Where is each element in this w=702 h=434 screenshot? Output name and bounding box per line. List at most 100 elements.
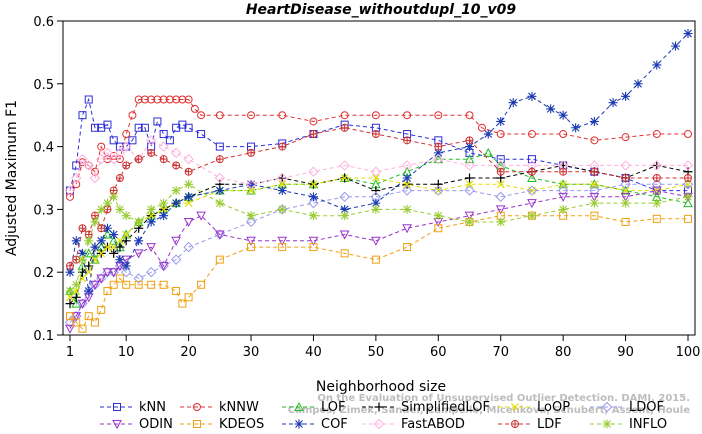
point-knnw [184,95,193,104]
point-knnw [128,111,137,120]
point-knnw [190,104,199,113]
x-tick-label: 50 [368,345,385,360]
y-tick-label: 0.2 [33,266,54,281]
legend-item-ldf: LDF [498,417,562,432]
point-ldof [464,185,475,196]
point-loop [159,205,168,214]
point-loop [371,174,380,182]
point-cof [277,186,287,196]
point-ldf [309,130,318,139]
point-inflo [90,217,100,227]
legend: kNN kNNW LOF SimplifiedLOF LoOP LDOF ODIN KDEOS… [100,400,667,432]
point-simplifiedlof [465,173,475,183]
point-knnw [371,111,380,120]
point-kdeos [403,243,412,252]
point-loop [340,174,349,182]
plot-area [64,29,694,334]
point-knnw [122,130,131,139]
point-odin [71,312,82,322]
point-knnw [403,111,412,120]
point-inflo [340,211,350,221]
point-cof [96,236,106,246]
point-cof [171,198,181,208]
point-knn [527,155,536,164]
point-odin [589,192,600,202]
point-knnw [197,111,206,120]
point-knnw [97,142,106,151]
point-odin [527,199,537,209]
point-kdeos [684,214,692,223]
point-fastabod [96,153,107,165]
point-cof [546,104,556,114]
point-lof [527,172,537,182]
point-kdeos [278,243,287,252]
point-inflo [121,211,131,221]
point-odin [620,192,631,202]
legend-label: kNNW [219,400,259,415]
point-ldof [401,185,413,196]
point-kdeos [97,305,106,314]
point-simplifiedlof [115,242,125,252]
point-cof [159,211,169,221]
point-knnw [159,95,168,104]
point-knnw [153,95,162,104]
point-kdeos [247,243,256,252]
x-tick-label: 100 [676,345,701,360]
point-loop [309,180,318,189]
point-knn [134,123,143,132]
y-tick-label: 0.4 [33,141,54,156]
point-fastabod [108,153,119,165]
point-inflo [115,204,125,214]
point-knnw [115,155,124,164]
point-knn [197,130,206,139]
legend-label: LDF [537,417,562,432]
point-fastabod [114,147,126,159]
point-knn [84,95,93,104]
point-odin [246,236,256,246]
point-cof [90,242,100,252]
point-cof [683,29,693,39]
point-odin [108,268,119,278]
point-cof [621,91,631,101]
point-cof [371,198,381,208]
point-ldf [590,167,599,176]
point-odin [558,192,568,202]
point-cof [215,186,225,196]
point-kdeos [652,214,661,223]
legend-label: COF [321,417,348,432]
point-ldof [526,185,538,196]
point-lof [464,154,475,164]
point-ldof [170,254,182,265]
point-ldof [433,185,444,196]
point-ldf [172,161,181,170]
point-inflo [277,204,287,214]
point-cof [589,116,599,126]
point-fastabod [339,160,350,171]
point-knn [159,130,168,139]
point-ldf [684,174,693,182]
point-cof [102,223,112,233]
x-tick-label: 10 [118,345,135,360]
point-ldof [589,185,600,196]
point-ldof [339,191,350,203]
point-ldf [527,167,536,176]
point-knnw [478,123,486,132]
point-ldof [308,197,319,209]
y-tick-label: 0.5 [33,78,54,93]
point-lof [483,147,494,157]
point-odin [371,236,381,246]
point-odin [183,217,194,228]
point-fastabod [464,160,475,171]
point-simplifiedlof [121,236,131,246]
legend-marker [113,403,121,411]
point-kdeos [78,324,87,333]
point-loop [97,249,106,258]
point-ldf [340,123,349,132]
point-knnw [621,133,630,142]
point-loop [66,293,74,302]
point-kdeos [134,280,143,289]
point-cof [308,192,318,202]
point-cof [483,129,493,139]
point-ldf [652,174,661,182]
point-odin [214,230,225,240]
